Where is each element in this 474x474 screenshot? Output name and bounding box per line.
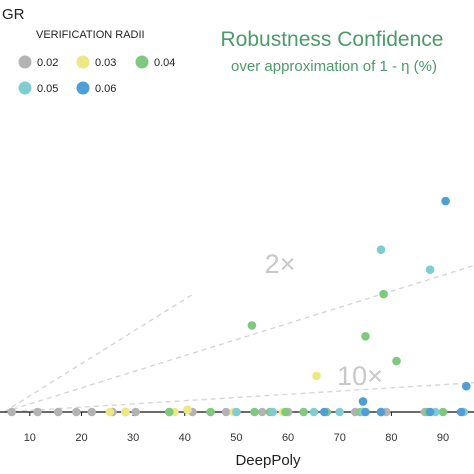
legend-swatch bbox=[76, 55, 90, 69]
legend-label: 0.04 bbox=[154, 57, 175, 69]
data-point-0_06 bbox=[361, 407, 370, 417]
legend-swatch bbox=[18, 55, 32, 69]
data-point-0_04 bbox=[247, 321, 257, 330]
x-tick-label: 70 bbox=[334, 432, 346, 444]
data-point-0_06 bbox=[456, 407, 466, 417]
data-point-0_02 bbox=[257, 407, 267, 417]
x-tick-label: 80 bbox=[385, 432, 397, 444]
data-point-0_04 bbox=[281, 407, 290, 417]
data-point-0_04 bbox=[206, 407, 215, 417]
legend-swatch bbox=[135, 55, 149, 69]
data-point-0_06 bbox=[319, 407, 329, 417]
legend-items: 0.02 0.03 0.04 0.05 0.06 bbox=[18, 55, 175, 95]
chart-title: Robustness Confidence bbox=[221, 28, 444, 51]
data-point-0_06 bbox=[462, 381, 471, 391]
legend-label: 0.05 bbox=[37, 83, 58, 95]
data-point-0_06 bbox=[358, 397, 368, 406]
reference-labels: 2× 10× bbox=[265, 249, 383, 391]
data-point-0_02 bbox=[53, 407, 63, 417]
data-point-0_02 bbox=[72, 407, 81, 417]
data-point-0_03 bbox=[105, 407, 115, 417]
reference-lines bbox=[3, 264, 474, 413]
x-axis-label: DeepPoly bbox=[235, 452, 301, 469]
x-tick-label: 40 bbox=[179, 432, 191, 444]
data-point-0_04 bbox=[392, 356, 401, 366]
data-point-0_04 bbox=[250, 407, 259, 417]
data-point-0_03 bbox=[183, 405, 192, 415]
legend-swatch bbox=[18, 81, 32, 95]
data-point-0_04 bbox=[165, 407, 174, 417]
reference-line-3 bbox=[3, 381, 474, 413]
data-point-0_06 bbox=[425, 407, 435, 417]
data-point-0_06 bbox=[376, 407, 386, 417]
x-tick-label: 60 bbox=[282, 432, 294, 444]
data-point-0_05 bbox=[425, 265, 435, 275]
reference-line-label: 2× bbox=[265, 249, 296, 279]
data-point-0_02 bbox=[87, 407, 97, 417]
data-point-0_04 bbox=[379, 289, 388, 299]
x-tick-label: 10 bbox=[24, 432, 36, 444]
legend-label: 0.02 bbox=[37, 57, 58, 69]
data-point-0_03 bbox=[312, 371, 321, 381]
data-point-0_02 bbox=[7, 407, 16, 417]
reference-line-2 bbox=[3, 264, 474, 413]
data-point-0_04 bbox=[438, 407, 448, 417]
x-axis-ticks: 10 20 30 40 50 60 70 80 90 bbox=[24, 412, 449, 444]
data-point-0_05 bbox=[335, 407, 345, 417]
data-point-0_02 bbox=[221, 407, 231, 417]
x-tick-label: 30 bbox=[127, 432, 139, 444]
data-point-0_03 bbox=[121, 407, 130, 417]
x-tick-label: 90 bbox=[437, 432, 449, 444]
legend: VERIFICATION RADII 0.02 0.03 0.04 0.05 0.06 bbox=[18, 29, 175, 95]
data-point-0_05 bbox=[309, 407, 319, 417]
legend-label: 0.03 bbox=[95, 57, 116, 69]
legend-title: VERIFICATION RADII bbox=[36, 29, 145, 41]
data-point-0_05 bbox=[232, 407, 241, 417]
reference-line-label: 10× bbox=[337, 361, 383, 391]
data-point-0_05 bbox=[268, 407, 277, 417]
data-point-0_05 bbox=[376, 245, 386, 254]
x-tick-label: 50 bbox=[230, 432, 242, 444]
reference-line-1 bbox=[3, 292, 196, 413]
data-point-0_04 bbox=[361, 332, 370, 341]
x-tick-label: 20 bbox=[75, 432, 87, 444]
chart-subtitle: over approximation of 1 - η (%) bbox=[231, 58, 437, 75]
y-axis-label: GR bbox=[2, 6, 25, 23]
data-point-0_02 bbox=[33, 407, 42, 417]
data-point-0_06 bbox=[441, 196, 450, 206]
data-point-0_02 bbox=[131, 407, 140, 417]
legend-label: 0.06 bbox=[95, 83, 116, 95]
legend-swatch bbox=[76, 81, 90, 95]
data-points bbox=[7, 196, 471, 417]
data-point-0_04 bbox=[299, 407, 308, 417]
